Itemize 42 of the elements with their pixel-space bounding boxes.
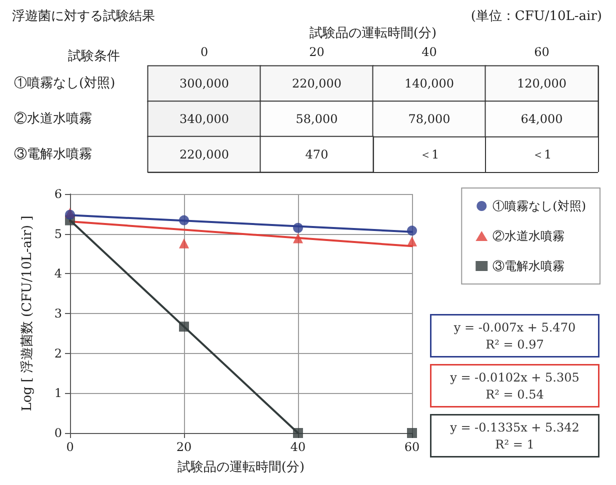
y-axis-title: 試験条件: [68, 49, 120, 64]
data-label: 220,000: [292, 76, 342, 91]
text: (単位：CFU/10L-air): [470, 9, 602, 24]
chart-title: 浮遊菌に対する試験結果: [12, 8, 155, 24]
y-tick-label: ①噴霧なし(対照): [14, 75, 116, 92]
legend-label: ②水道水噴霧: [492, 229, 565, 243]
x-tick-label: 0: [200, 45, 208, 59]
y-tick-label: 2: [54, 346, 62, 360]
y-tick-label: ③電解水噴霧: [14, 146, 92, 162]
text: y = -0.007x + 5.470 R² = 0.97: [452, 320, 576, 352]
x-axis-title: 試験品の運転時間(分): [309, 26, 437, 41]
y-tick-label: 5: [54, 226, 62, 241]
x-tick-label: 0: [66, 440, 74, 454]
data-label: 340,000: [179, 112, 230, 126]
x-tick-label: 60: [404, 440, 420, 454]
x-tick-label: 20: [176, 440, 192, 454]
y-tick-label: 3: [54, 306, 62, 320]
legend-label: ③電解水噴霧: [492, 259, 565, 273]
y-tick-label: 0: [54, 426, 62, 440]
text: y = -0.0102x + 5.305 R² = 0.54: [449, 370, 580, 402]
x-tick-label: 40: [422, 45, 437, 59]
data-label: 220,000: [179, 147, 230, 162]
y-tick-label: 1: [54, 386, 62, 400]
text: ＜1: [419, 147, 440, 162]
data-label: 470: [305, 147, 328, 162]
x-tick-label: 60: [534, 45, 550, 59]
legend-label: ①噴霧なし(対照): [492, 199, 586, 213]
y-tick-label: 4: [54, 266, 62, 281]
y-tick-label: ②水道水噴霧: [14, 112, 92, 126]
x-axis-title: 試験品の運転時間(分): [177, 460, 305, 475]
y-axis-title: Log [ 浮遊菌数 (CFU/10L-air) ]: [20, 216, 35, 412]
data-label: 140,000: [404, 76, 454, 91]
data-label: 78,000: [408, 112, 450, 126]
data-label: 58,000: [296, 112, 338, 126]
data-label: 120,000: [516, 76, 567, 91]
data-label: 64,000: [520, 112, 563, 126]
y-tick-label: 6: [54, 187, 62, 201]
x-tick-label: 20: [309, 45, 324, 59]
data-label: 300,000: [179, 76, 230, 91]
x-tick-label: 40: [290, 440, 306, 454]
text: ＜1: [532, 147, 552, 162]
text: y = -0.1335x + 5.342 R² = 1: [449, 420, 580, 452]
